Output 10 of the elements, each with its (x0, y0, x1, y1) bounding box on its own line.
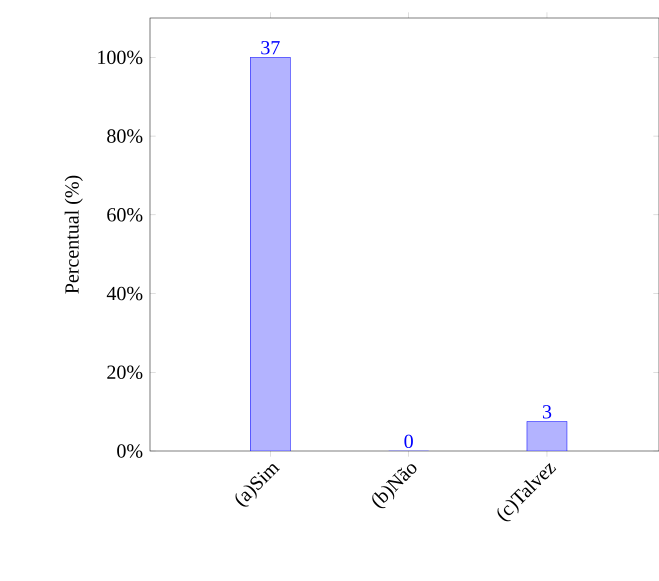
y-tick-label: 80% (107, 129, 142, 143)
annotation: 37 (261, 40, 280, 54)
y-tick-label: 20% (107, 365, 142, 380)
y-tick-label: 0% (117, 444, 142, 458)
y-axis-title: Percentual (%) (64, 176, 83, 294)
annotation: 3 (542, 405, 552, 419)
y-tick-label: 40% (106, 286, 142, 300)
y-tick-label: 60% (107, 208, 142, 222)
annotation: 0 (404, 434, 413, 448)
y-tick-label: 100% (98, 50, 142, 64)
